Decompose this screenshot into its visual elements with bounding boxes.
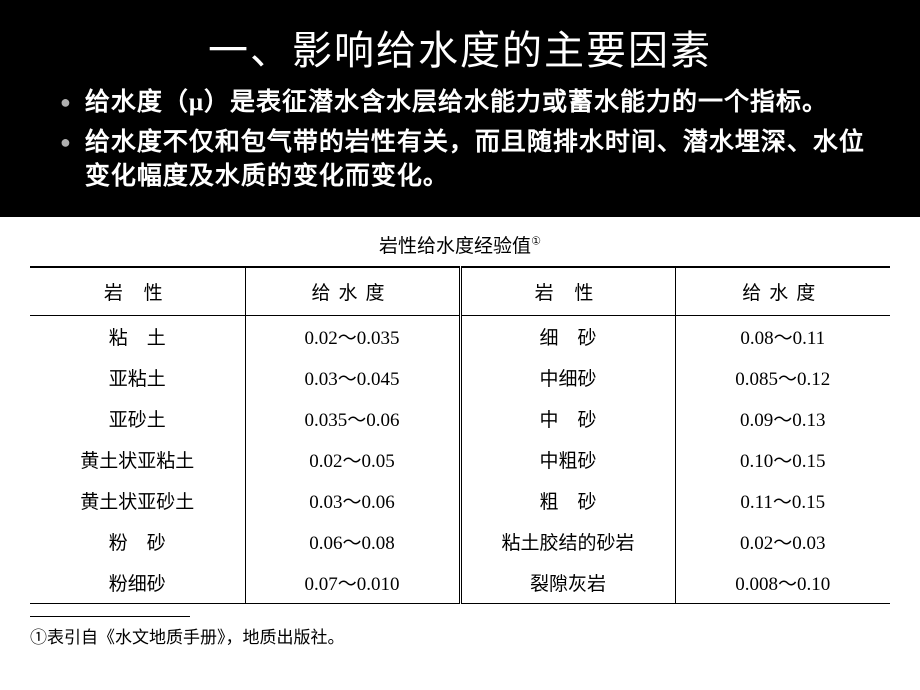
cell-rock: 中粗砂 — [460, 439, 675, 480]
slide-title: 一、影响给水度的主要因素 — [0, 0, 920, 86]
cell-yield: 0.02～0.035 — [245, 316, 460, 358]
table-row: 亚粘土 0.03～0.045 中细砂 0.085～0.12 — [30, 357, 890, 398]
table-row: 黄土状亚砂土 0.03～0.06 粗 砂 0.11～0.15 — [30, 480, 890, 521]
table-row: 粘 土 0.02～0.035 细 砂 0.08～0.11 — [30, 316, 890, 358]
cell-rock: 细 砂 — [460, 316, 675, 358]
cell-yield: 0.035～0.06 — [245, 398, 460, 439]
cell-rock: 亚粘土 — [30, 357, 245, 398]
table-row: 粉细砂 0.07～0.010 裂隙灰岩 0.008～0.10 — [30, 562, 890, 604]
cell-yield: 0.10～0.15 — [675, 439, 890, 480]
bullet-icon: ● — [60, 132, 71, 153]
cell-rock: 黄土状亚砂土 — [30, 480, 245, 521]
data-table: 岩 性 给水度 岩 性 给水度 粘 土 0.02～0.035 细 砂 0.08～… — [30, 266, 890, 604]
bullet-icon: ● — [60, 92, 71, 113]
cell-rock: 黄土状亚粘土 — [30, 439, 245, 480]
caption-sup: ① — [531, 236, 541, 248]
cell-rock: 中 砂 — [460, 398, 675, 439]
cell-rock: 粘土胶结的砂岩 — [460, 521, 675, 562]
cell-yield: 0.03～0.06 — [245, 480, 460, 521]
bullet-item: ● 给水度不仅和包气带的岩性有关，而且随排水时间、潜水埋深、水位变化幅度及水质的… — [60, 126, 880, 194]
caption-text: 岩性给水度经验值 — [379, 236, 531, 257]
cell-rock: 粉 砂 — [30, 521, 245, 562]
header-yield-right: 给水度 — [675, 267, 890, 316]
footnote: ①表引自《水文地质手册》，地质出版社。 — [30, 617, 890, 648]
cell-yield: 0.06～0.08 — [245, 521, 460, 562]
cell-yield: 0.02～0.05 — [245, 439, 460, 480]
bullet-item: ● 给水度（μ）是表征潜水含水层给水能力或蓄水能力的一个指标。 — [60, 86, 880, 120]
table-caption: 岩性给水度经验值① — [30, 225, 890, 266]
cell-yield: 0.08～0.11 — [675, 316, 890, 358]
cell-yield: 0.02～0.03 — [675, 521, 890, 562]
cell-yield: 0.11～0.15 — [675, 480, 890, 521]
cell-rock: 粘 土 — [30, 316, 245, 358]
cell-yield: 0.085～0.12 — [675, 357, 890, 398]
cell-yield: 0.09～0.13 — [675, 398, 890, 439]
table-panel: 岩性给水度经验值① 岩 性 给水度 岩 性 给水度 粘 土 0 — [0, 217, 920, 690]
header-rock-left: 岩 性 — [30, 267, 245, 316]
table-row: 亚砂土 0.035～0.06 中 砂 0.09～0.13 — [30, 398, 890, 439]
cell-yield: 0.07～0.010 — [245, 562, 460, 604]
cell-rock: 粉细砂 — [30, 562, 245, 604]
bullet-text: 给水度（μ）是表征潜水含水层给水能力或蓄水能力的一个指标。 — [85, 86, 828, 120]
header-yield-left: 给水度 — [245, 267, 460, 316]
cell-rock: 粗 砂 — [460, 480, 675, 521]
cell-yield: 0.03～0.045 — [245, 357, 460, 398]
bullet-list: ● 给水度（μ）是表征潜水含水层给水能力或蓄水能力的一个指标。 ● 给水度不仅和… — [0, 86, 920, 217]
table-row: 粉 砂 0.06～0.08 粘土胶结的砂岩 0.02～0.03 — [30, 521, 890, 562]
cell-yield: 0.008～0.10 — [675, 562, 890, 604]
header-rock-right: 岩 性 — [460, 267, 675, 316]
cell-rock: 裂隙灰岩 — [460, 562, 675, 604]
table-row: 黄土状亚粘土 0.02～0.05 中粗砂 0.10～0.15 — [30, 439, 890, 480]
cell-rock: 亚砂土 — [30, 398, 245, 439]
table-body: 粘 土 0.02～0.035 细 砂 0.08～0.11 亚粘土 0.03～0.… — [30, 316, 890, 604]
cell-rock: 中细砂 — [460, 357, 675, 398]
table-header-row: 岩 性 给水度 岩 性 给水度 — [30, 267, 890, 316]
slide-container: 一、影响给水度的主要因素 ● 给水度（μ）是表征潜水含水层给水能力或蓄水能力的一… — [0, 0, 920, 690]
bullet-text: 给水度不仅和包气带的岩性有关，而且随排水时间、潜水埋深、水位变化幅度及水质的变化… — [85, 126, 880, 194]
